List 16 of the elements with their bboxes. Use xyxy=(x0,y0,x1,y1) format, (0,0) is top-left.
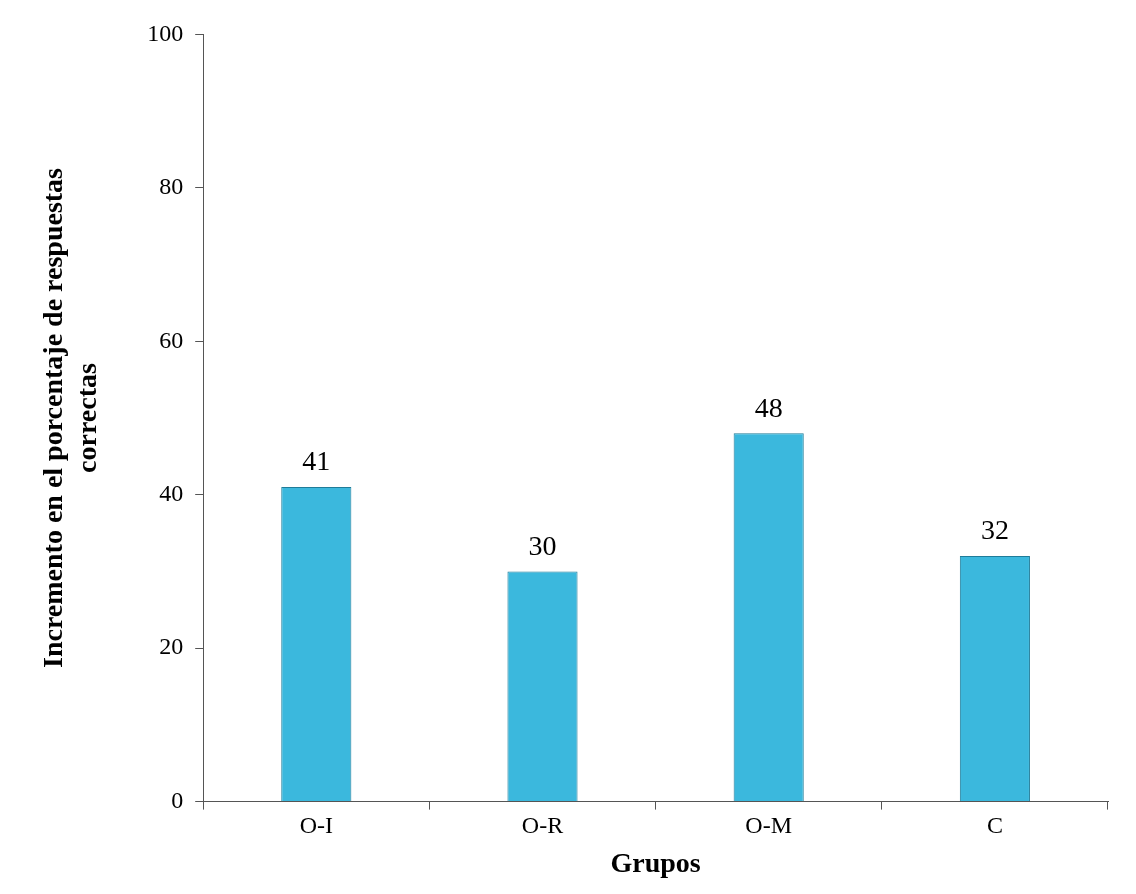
x-tick-label: O-I xyxy=(299,812,333,839)
y-tick-label: 40 xyxy=(159,480,184,507)
x-tick-label: C xyxy=(986,812,1003,839)
x-axis-title: Grupos xyxy=(610,847,701,879)
y-tick-label: 0 xyxy=(171,786,184,813)
data-label: 48 xyxy=(754,391,783,423)
y-tick-label: 60 xyxy=(159,326,184,353)
data-label: 30 xyxy=(528,529,557,561)
y-tick-label: 20 xyxy=(159,633,184,660)
x-tick-label: O-R xyxy=(521,812,564,839)
y-tick-label: 100 xyxy=(147,19,184,46)
y-tick-label: 80 xyxy=(159,173,184,200)
data-label: 41 xyxy=(302,445,331,477)
y-axis-title: Incremento en el porcentaje de respuestas correctas xyxy=(37,167,102,669)
data-label: 32 xyxy=(980,514,1009,546)
x-tick-label: O-M xyxy=(745,812,793,839)
